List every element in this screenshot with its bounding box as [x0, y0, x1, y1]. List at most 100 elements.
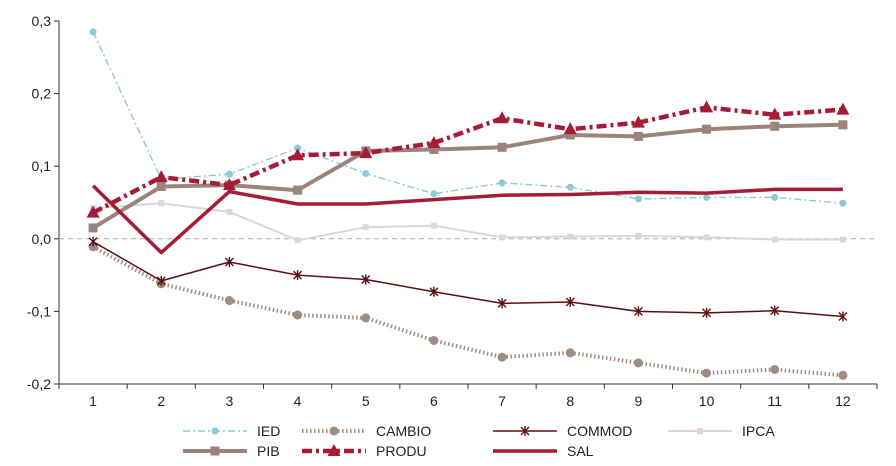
legend-item-ipca: IPCA — [668, 423, 775, 439]
plot-area — [86, 28, 850, 380]
data-point — [703, 193, 711, 201]
data-point — [156, 275, 166, 286]
data-point — [770, 121, 780, 131]
x-tick-label: 11 — [767, 393, 782, 409]
data-point — [224, 296, 234, 306]
data-point — [362, 169, 370, 177]
x-tick-label: 12 — [835, 393, 851, 409]
data-point — [294, 237, 301, 244]
legend-label: SAL — [567, 443, 594, 459]
legend-label: IED — [257, 423, 280, 439]
series-line — [92, 105, 844, 215]
data-point — [429, 286, 439, 297]
data-point — [565, 348, 575, 358]
x-axis: 1 2 3 4 5 6 7 8 9 10 11 12 — [58, 383, 878, 409]
data-point — [520, 426, 530, 436]
data-point — [361, 274, 371, 285]
series-line — [91, 184, 843, 255]
data-point — [293, 185, 303, 195]
data-point — [497, 142, 507, 152]
series-line — [92, 245, 844, 378]
x-tick-label: 9 — [635, 393, 643, 409]
legend-label: COMMOD — [567, 423, 632, 439]
data-point — [700, 100, 714, 113]
x-tick-label: 3 — [226, 393, 234, 409]
data-point — [567, 233, 574, 240]
data-point — [771, 193, 779, 201]
x-tick-label: 7 — [498, 393, 506, 409]
data-point — [222, 178, 236, 191]
data-point — [634, 195, 642, 203]
data-point — [293, 270, 303, 281]
legend-label: IPCA — [742, 423, 775, 439]
data-point — [768, 107, 782, 120]
legend-label: PIB — [257, 443, 280, 459]
data-point — [565, 130, 575, 140]
data-point — [839, 236, 846, 243]
x-tick-label: 1 — [89, 393, 97, 409]
data-point — [225, 170, 233, 178]
data-point — [633, 131, 643, 141]
data-point — [836, 102, 850, 115]
data-point — [429, 335, 439, 345]
series-ied — [89, 28, 847, 207]
y-tick-label: 0,1 — [32, 158, 52, 174]
data-point — [839, 199, 847, 207]
data-point — [327, 444, 341, 456]
legend-item-cambio: CAMBIO — [302, 423, 431, 439]
series-line — [92, 241, 843, 318]
data-point — [702, 307, 712, 318]
legend-label: CAMBIO — [376, 423, 431, 439]
data-point — [838, 370, 848, 380]
y-tick-label: 0,3 — [32, 13, 52, 29]
data-point — [293, 310, 303, 320]
data-point — [633, 358, 643, 368]
series-ipca — [90, 200, 846, 244]
legend-item-pib: PIB — [183, 443, 280, 459]
legend-label: PRODU — [376, 443, 427, 459]
data-point — [771, 236, 778, 243]
data-point — [430, 222, 437, 229]
data-point — [565, 296, 575, 307]
data-point — [703, 234, 710, 241]
y-axis: -0,2 -0,1 0,0 0,1 0,2 0,3 — [27, 13, 60, 392]
data-point — [499, 234, 506, 241]
series-line — [92, 31, 843, 204]
data-point — [224, 257, 234, 268]
series-sal — [91, 184, 843, 255]
data-point — [702, 368, 712, 378]
data-point — [294, 144, 302, 152]
data-point — [156, 182, 166, 192]
legend: IED CAMBIO COMMOD IPCA PIB PRODU SAL — [183, 423, 775, 459]
data-point — [430, 190, 438, 198]
legend-item-sal: SAL — [493, 443, 594, 459]
data-point — [497, 352, 507, 362]
x-tick-label: 6 — [430, 393, 438, 409]
y-tick-label: 0,2 — [32, 86, 52, 102]
series-produ — [86, 100, 850, 218]
x-tick-label: 2 — [157, 393, 165, 409]
data-point — [497, 298, 507, 309]
data-point — [427, 135, 441, 148]
y-tick-label: 0,0 — [32, 231, 52, 247]
data-point — [362, 224, 369, 231]
data-point — [329, 426, 339, 436]
data-point — [495, 111, 509, 124]
data-point — [89, 28, 97, 36]
data-point — [702, 124, 712, 134]
data-point — [631, 115, 645, 128]
y-tick-label: -0,2 — [27, 376, 51, 392]
data-point — [770, 305, 780, 316]
data-point — [429, 145, 439, 155]
x-tick-label: 4 — [294, 393, 302, 409]
data-point — [838, 120, 848, 130]
data-point — [498, 179, 506, 187]
data-point — [361, 313, 371, 323]
data-point — [697, 428, 703, 434]
data-point — [359, 146, 373, 159]
data-point — [86, 205, 100, 218]
series-cambio — [88, 242, 848, 380]
data-point — [635, 232, 642, 239]
